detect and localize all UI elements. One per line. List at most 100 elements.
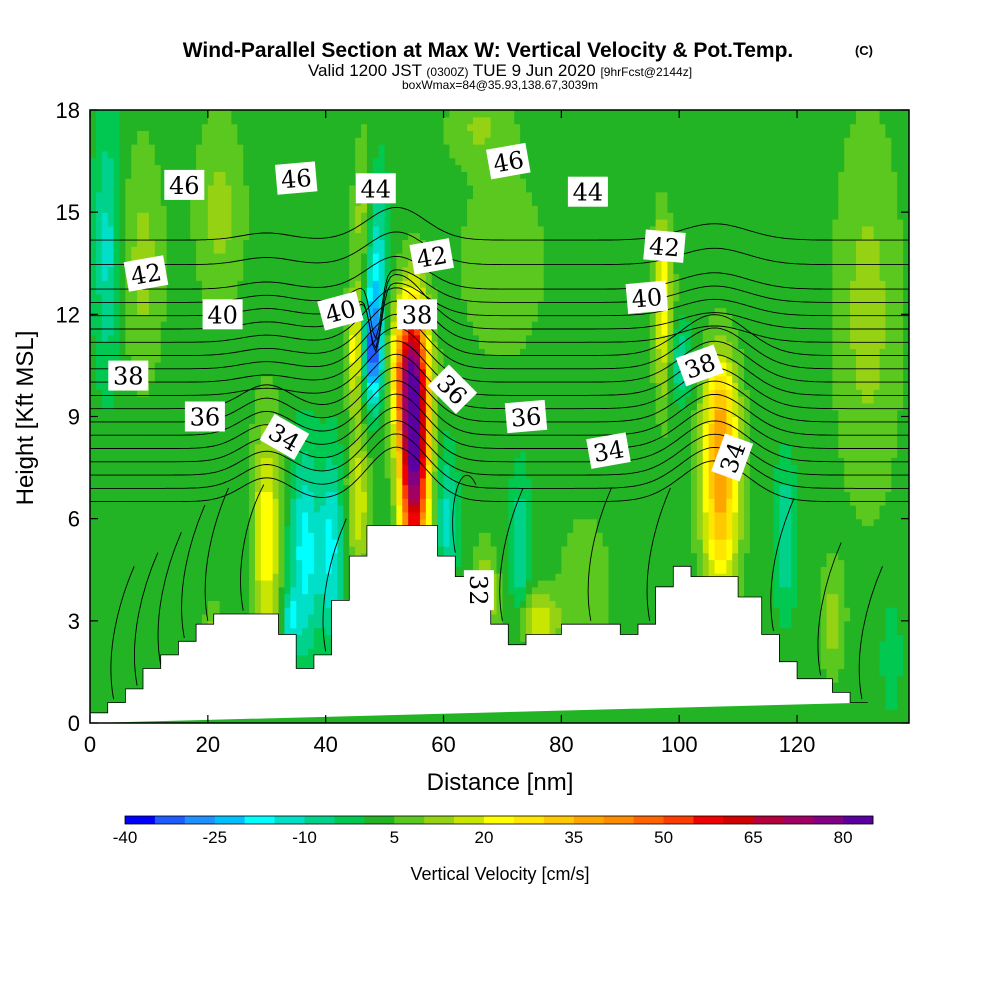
velocity-cell <box>219 593 227 601</box>
velocity-cell <box>903 491 909 499</box>
velocity-cell <box>90 518 97 527</box>
velocity-cell <box>308 641 315 649</box>
velocity-cell <box>579 607 586 615</box>
velocity-cell <box>478 539 486 547</box>
velocity-cell <box>602 566 610 574</box>
velocity-cell <box>749 505 757 513</box>
velocity-cell <box>296 525 303 533</box>
velocity-cell <box>319 545 327 554</box>
velocity-cell <box>172 600 179 608</box>
velocity-cell <box>785 525 792 533</box>
velocity-cell <box>337 491 344 499</box>
velocity-cell <box>531 532 539 540</box>
velocity-cell <box>844 505 851 513</box>
velocity-cell <box>755 498 763 506</box>
velocity-cell <box>797 648 804 656</box>
velocity-cell <box>808 600 816 608</box>
velocity-cell <box>308 505 315 513</box>
velocity-cell <box>254 600 262 608</box>
velocity-cell <box>867 620 875 629</box>
velocity-cell <box>143 586 150 595</box>
velocity-cell <box>838 545 845 554</box>
velocity-cell <box>767 545 775 554</box>
velocity-cell <box>508 593 515 601</box>
velocity-cell <box>313 586 321 595</box>
velocity-cell <box>455 484 462 493</box>
velocity-cell <box>172 627 179 636</box>
velocity-cell <box>779 505 786 513</box>
velocity-cell <box>903 634 909 642</box>
velocity-cell <box>614 511 621 520</box>
velocity-cell <box>484 518 492 527</box>
velocity-cell <box>337 477 344 486</box>
velocity-cell <box>579 552 586 561</box>
velocity-cell <box>643 539 651 547</box>
velocity-cell <box>690 491 698 499</box>
velocity-cell <box>755 511 763 520</box>
velocity-cell <box>573 607 580 615</box>
velocity-cell <box>850 552 857 561</box>
velocity-cell <box>526 709 533 717</box>
velocity-cell <box>213 545 221 554</box>
velocity-cell <box>814 511 822 520</box>
velocity-cell <box>797 668 804 676</box>
velocity-cell <box>520 579 527 588</box>
velocity-cell <box>826 539 833 547</box>
velocity-cell <box>225 532 233 540</box>
velocity-cell <box>885 600 892 608</box>
velocity-cell <box>219 505 227 513</box>
velocity-cell <box>402 484 409 493</box>
velocity-cell <box>190 491 197 499</box>
velocity-cell <box>467 566 474 574</box>
velocity-cell <box>637 552 645 561</box>
velocity-cell <box>543 607 551 615</box>
velocity-cell <box>172 586 179 595</box>
velocity-cell <box>867 607 875 615</box>
velocity-cell <box>820 573 828 581</box>
velocity-cell <box>567 573 574 581</box>
velocity-cell <box>861 586 869 595</box>
velocity-cell <box>113 593 121 601</box>
velocity-cell <box>319 477 327 486</box>
velocity-cell <box>573 539 580 547</box>
velocity-cell <box>561 545 568 554</box>
velocity-cell <box>767 525 775 533</box>
velocity-cell <box>690 511 698 520</box>
velocity-cell <box>797 627 804 636</box>
velocity-cell <box>820 614 828 622</box>
velocity-cell <box>325 498 333 506</box>
velocity-cell <box>137 614 144 622</box>
velocity-cell <box>520 552 527 561</box>
velocity-cell <box>590 716 598 723</box>
velocity-cell <box>555 579 562 588</box>
velocity-cell <box>555 505 562 513</box>
velocity-cell <box>826 505 833 513</box>
velocity-cell <box>101 586 109 595</box>
velocity-cell <box>237 505 244 513</box>
velocity-cell <box>437 511 445 520</box>
velocity-cell <box>243 600 250 608</box>
velocity-cell <box>584 491 592 499</box>
velocity-cell <box>125 491 132 499</box>
velocity-cell <box>154 559 162 567</box>
velocity-cell <box>832 654 839 663</box>
velocity-cell <box>496 518 504 527</box>
velocity-cell <box>891 648 898 656</box>
velocity-cell <box>579 709 586 717</box>
velocity-cell <box>649 566 657 574</box>
velocity-cell <box>808 505 816 513</box>
velocity-cell <box>667 545 674 554</box>
velocity-cell <box>119 607 126 615</box>
velocity-cell <box>614 518 621 527</box>
velocity-cell <box>855 648 863 656</box>
velocity-cell <box>308 491 315 499</box>
velocity-cell <box>449 532 456 540</box>
velocity-cell <box>579 477 586 486</box>
velocity-cell <box>626 511 633 520</box>
velocity-cell <box>744 532 751 540</box>
velocity-cell <box>773 600 780 608</box>
velocity-cell <box>767 716 775 723</box>
velocity-cell <box>302 607 309 615</box>
velocity-cell <box>290 505 297 513</box>
velocity-cell <box>284 593 291 601</box>
